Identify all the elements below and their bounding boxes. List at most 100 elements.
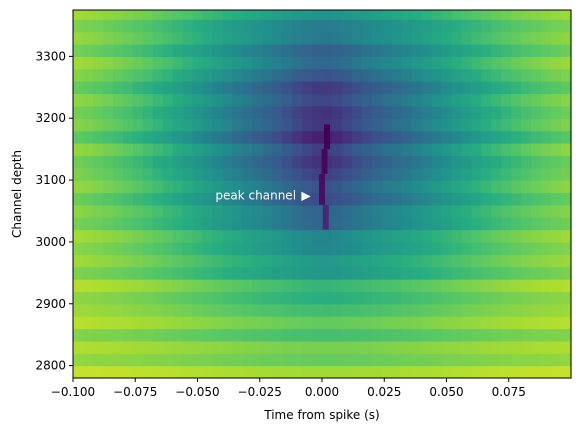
heatmap-cell [92,266,104,280]
heatmap-cell [302,192,313,206]
heatmap-cell [192,142,204,156]
heatmap-cell [481,229,492,243]
heatmap-cell [511,56,522,70]
heatmap-cell [312,44,323,57]
heatmap-cell [162,204,174,218]
heatmap-cell [561,155,572,169]
heatmap-cell [451,180,463,194]
heatmap-cell [73,340,84,354]
heatmap-cell [351,328,363,342]
heatmap-cell [322,254,333,268]
heatmap-cell [312,328,323,342]
heatmap-cell [561,303,572,317]
heatmap-cell [461,180,472,194]
heatmap-cell [312,31,323,45]
heatmap-cell [312,93,323,107]
x-tick-label: −0.075 [113,385,157,399]
heatmap-cell [242,81,253,95]
heatmap-cell [242,340,253,354]
heatmap-cell [361,328,373,342]
heatmap-cell [401,303,413,317]
heatmap-cell [341,93,353,107]
heatmap-cell [391,340,403,354]
heatmap-cell [182,68,194,82]
heatmap-cell [272,130,283,144]
heatmap-cell [73,303,84,317]
heatmap-cell [162,142,174,156]
heatmap-cell [351,365,363,379]
heatmap-cell [152,204,164,218]
heatmap-cell [182,192,194,206]
heatmap-cell [142,155,154,169]
heatmap-cell [242,353,253,367]
heatmap-cell [232,328,243,342]
heatmap-cell [92,81,104,95]
heatmap-cell [132,254,144,268]
heatmap-cell [411,279,423,293]
heatmap-cell [491,204,502,218]
heatmap-cell [391,217,403,231]
heatmap-cell [252,93,263,107]
heatmap-cell [252,31,263,45]
heatmap-cell [501,279,512,293]
heatmap-cell [481,155,492,169]
heatmap-cell [102,229,114,243]
heatmap-cell [551,365,562,379]
heatmap-cell [92,217,104,231]
heatmap-cell [112,291,124,305]
heatmap-cell [371,291,383,305]
heatmap-cell [411,328,423,342]
heatmap-cell [421,316,433,330]
heatmap-cell [292,68,303,82]
heatmap-cell [252,303,263,317]
heatmap-cell [561,266,572,280]
heatmap-cell [112,204,124,218]
heatmap-cell [192,105,204,119]
heatmap-cell [292,56,303,70]
heatmap-cell [122,316,134,330]
heatmap-cell [222,266,233,280]
heatmap-cell [461,10,472,20]
heatmap-cell [411,68,423,82]
heatmap-cell [551,155,562,169]
heatmap-cell [242,303,253,317]
heatmap-cell [371,279,383,293]
heatmap-cell [282,192,293,206]
heatmap-cell [102,291,114,305]
heatmap-cell [541,180,552,194]
heatmap-cell [401,81,413,95]
heatmap-cell [212,303,223,317]
heatmap-cell [112,316,124,330]
heatmap-cell [451,353,463,367]
heatmap-cell [331,303,343,317]
heatmap-cell [162,279,174,293]
heatmap-cell [302,204,313,218]
heatmap-cell [82,365,94,379]
heatmap-cell [302,44,313,57]
heatmap-cell [242,155,253,169]
heatmap-cell [192,204,204,218]
heatmap-cell [411,365,423,379]
heatmap-cell [212,105,223,119]
heatmap-cell [292,328,303,342]
heatmap-cell [222,118,233,132]
heatmap-cell [252,10,263,20]
heatmap-cell [541,303,552,317]
heatmap-cell [182,303,194,317]
heatmap-cell [92,204,104,218]
heatmap-cell [222,340,233,354]
heatmap-cell [232,31,243,45]
heatmap-cell [73,19,84,33]
heatmap-cell [531,93,542,107]
heatmap-cell [481,180,492,194]
heatmap-cell [541,204,552,218]
heatmap-cell [92,68,104,82]
heatmap-cell [381,291,393,305]
heatmap-cell [232,266,243,280]
heatmap-cell [491,316,502,330]
heatmap-cell [232,19,243,33]
heatmap-cell [351,279,363,293]
heatmap-cell [421,303,433,317]
heatmap-cell [481,68,492,82]
